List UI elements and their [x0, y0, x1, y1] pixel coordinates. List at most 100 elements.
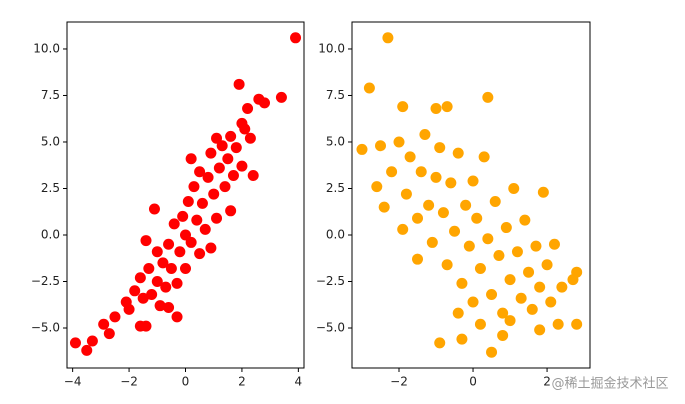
point [199, 223, 211, 235]
point [211, 212, 223, 224]
point [541, 259, 553, 271]
point [474, 262, 486, 274]
point [196, 197, 208, 209]
point [397, 101, 409, 113]
point [467, 296, 479, 308]
point [452, 147, 464, 159]
point [148, 203, 160, 215]
point [180, 262, 191, 274]
point [225, 130, 237, 142]
y-tick-label: −5.0 [31, 321, 60, 335]
point [371, 181, 383, 193]
point [160, 281, 172, 293]
point [205, 147, 217, 159]
point [526, 303, 538, 315]
point [511, 246, 523, 258]
point [194, 248, 206, 260]
point [182, 196, 194, 208]
x-tick-label: 2 [238, 375, 246, 389]
point [222, 153, 234, 165]
point [456, 333, 468, 345]
point [452, 307, 464, 319]
point [165, 262, 177, 274]
point [460, 199, 472, 211]
point [441, 259, 453, 271]
point [556, 281, 568, 293]
point [180, 229, 191, 241]
point [571, 318, 583, 330]
point [486, 289, 498, 301]
point [523, 266, 535, 278]
point [386, 166, 398, 178]
point [185, 236, 197, 248]
point [123, 303, 135, 315]
point [415, 166, 427, 178]
point [233, 78, 245, 90]
point [393, 136, 405, 148]
point [534, 281, 546, 293]
point [500, 222, 512, 234]
point [482, 91, 494, 103]
point [456, 277, 468, 289]
point [471, 212, 483, 224]
x-tick-label: 0 [469, 375, 477, 389]
point [449, 225, 461, 237]
point [109, 311, 121, 323]
point [552, 318, 564, 330]
point [275, 91, 287, 103]
point [545, 296, 557, 308]
point [478, 151, 490, 163]
point [202, 171, 214, 183]
point [213, 162, 225, 174]
point [185, 153, 197, 165]
point [151, 276, 163, 287]
point [242, 103, 254, 114]
point [404, 151, 416, 163]
point [216, 140, 228, 152]
point [434, 142, 446, 154]
point [426, 236, 438, 248]
x-tick-label: 2 [543, 375, 551, 389]
point [236, 160, 248, 172]
point [412, 253, 424, 265]
point [154, 300, 166, 312]
point [356, 143, 368, 155]
point [497, 307, 509, 319]
point [227, 169, 239, 181]
point [423, 199, 435, 211]
point [205, 242, 217, 254]
point [151, 246, 163, 258]
point [143, 262, 155, 274]
point [244, 132, 256, 144]
point [434, 337, 446, 349]
point [467, 175, 479, 187]
y-tick-label: 2.5 [41, 181, 60, 195]
point [463, 240, 475, 252]
point [211, 132, 223, 144]
point [171, 311, 183, 323]
point [419, 129, 431, 141]
x-tick-label: 4 [295, 375, 303, 389]
point [290, 32, 302, 44]
point [208, 188, 220, 200]
point [230, 142, 242, 154]
point [519, 214, 531, 226]
point [163, 302, 175, 314]
point [134, 272, 146, 284]
point [515, 292, 527, 304]
point [441, 101, 453, 113]
y-tick-label: 2.5 [326, 181, 345, 195]
point [504, 315, 516, 327]
point [530, 240, 542, 252]
points [69, 32, 302, 356]
watermark: @稀土掘金技术社区 [551, 376, 668, 392]
points [356, 32, 583, 358]
point [253, 93, 265, 105]
point [177, 210, 189, 222]
x-tick-label: 0 [182, 375, 190, 389]
point [474, 318, 486, 330]
y-tick-label: 7.5 [41, 88, 60, 102]
point [430, 171, 442, 183]
point [219, 181, 231, 193]
point [508, 182, 520, 194]
